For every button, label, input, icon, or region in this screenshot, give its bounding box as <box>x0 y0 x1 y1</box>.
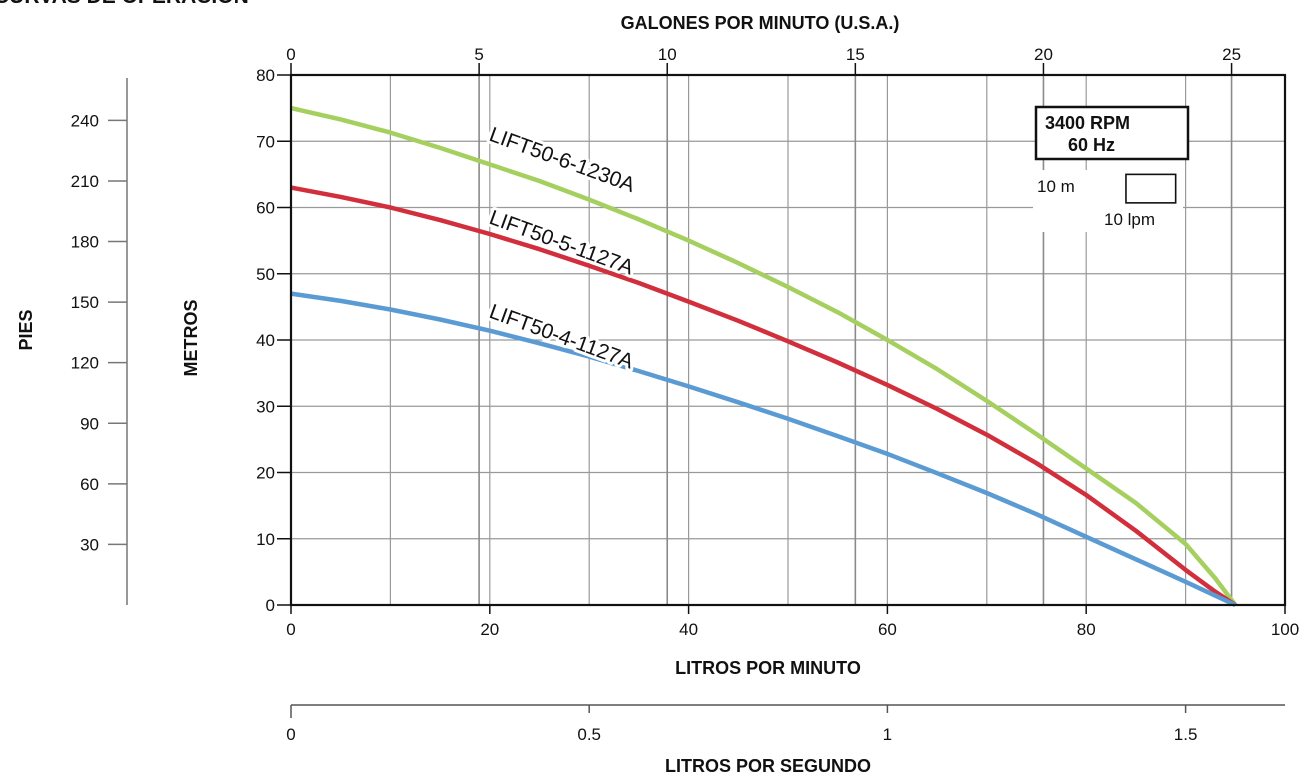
feet-tick-label: 240 <box>71 111 99 130</box>
feet-tick-label: 180 <box>71 233 99 252</box>
scale-box-meters: 10 m <box>1037 177 1075 196</box>
y-tick-label: 70 <box>256 132 275 151</box>
lps-tick-label: 0.5 <box>577 725 601 744</box>
speed-box <box>1034 105 1190 161</box>
x-tick-label: 100 <box>1271 620 1299 639</box>
x-tick-label: 40 <box>679 620 698 639</box>
curve-line-3 <box>290 291 1237 608</box>
y-tick-label: 30 <box>256 397 275 416</box>
lps-tick-label: 1.5 <box>1174 725 1198 744</box>
speed-box-hz: 60 Hz <box>1068 135 1115 155</box>
y-tick-label: 60 <box>256 199 275 218</box>
feet-tick-label: 60 <box>80 475 99 494</box>
feet-tick-label: 150 <box>71 293 99 312</box>
speed-box-rpm: 3400 RPM <box>1045 113 1130 133</box>
top-tick-label: 20 <box>1034 45 1053 64</box>
lps-axis-title: LITROS POR SEGUNDO <box>665 756 871 776</box>
lps-tick-label: 0 <box>286 725 295 744</box>
scale-box-rect <box>1125 173 1177 204</box>
curve-line-1 <box>290 105 1238 607</box>
x-tick-label: 20 <box>480 620 499 639</box>
x-tick-label: 60 <box>878 620 897 639</box>
top-tick-label: 15 <box>846 45 865 64</box>
scale-box-lpm: 10 lpm <box>1104 210 1155 229</box>
y-tick-label: 0 <box>266 596 275 615</box>
page-title: CURVAS DE OPERACIÓN <box>0 0 249 8</box>
curve-label-2: LIFT50-5-1127A <box>486 206 636 279</box>
y-tick-label: 10 <box>256 530 275 549</box>
top-tick-label: 5 <box>474 45 483 64</box>
curve-label-1: LIFT50-6-1230A <box>486 123 638 197</box>
x-tick-label: 0 <box>286 620 295 639</box>
top-tick-label: 10 <box>658 45 677 64</box>
curve-line-2 <box>290 185 1237 607</box>
lps-tick-label: 1 <box>883 725 892 744</box>
feet-tick-label: 120 <box>71 354 99 373</box>
y-tick-label: 40 <box>256 331 275 350</box>
top-tick-label: 25 <box>1222 45 1241 64</box>
x-axis-title: LITROS POR MINUTO <box>675 658 861 678</box>
y-axis-title: METROS <box>181 299 201 376</box>
y-tick-label: 50 <box>256 265 275 284</box>
y-tick-label: 20 <box>256 464 275 483</box>
top-axis-title: GALONES POR MINUTO (U.S.A.) <box>621 13 900 33</box>
feet-tick-label: 210 <box>71 172 99 191</box>
feet-tick-label: 30 <box>80 535 99 554</box>
y-tick-label: 80 <box>256 66 275 85</box>
feet-tick-label: 90 <box>80 414 99 433</box>
x-tick-label: 80 <box>1077 620 1096 639</box>
feet-axis-title: PIES <box>16 309 36 350</box>
top-tick-label: 0 <box>286 45 295 64</box>
